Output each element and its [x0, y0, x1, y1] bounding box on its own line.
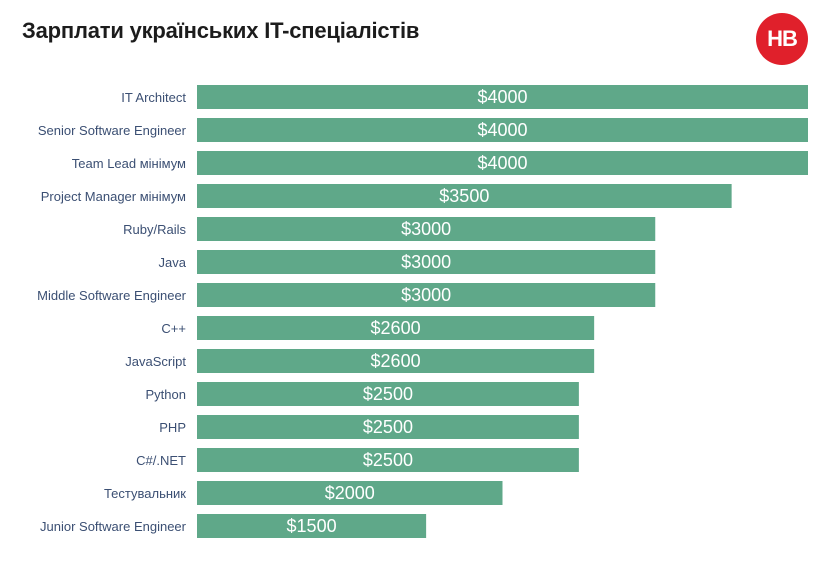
- value-label: $3500: [439, 186, 489, 206]
- value-label: $2000: [325, 483, 375, 503]
- category-label: JavaScript: [125, 354, 186, 369]
- bar: [197, 382, 579, 406]
- value-label: $2500: [363, 417, 413, 437]
- value-label: $1500: [287, 516, 337, 536]
- bar: [197, 448, 579, 472]
- page-title: Зарплати українських IT-спеціалістів: [22, 18, 420, 43]
- bar: [197, 184, 732, 208]
- value-label: $4000: [477, 120, 527, 140]
- category-label: IT Architect: [121, 90, 186, 105]
- value-label: $2600: [371, 351, 421, 371]
- category-label: Java: [159, 255, 187, 270]
- bar: [197, 481, 503, 505]
- value-label: $4000: [477, 87, 527, 107]
- nv-logo: НВ: [756, 13, 808, 65]
- value-label: $2500: [363, 384, 413, 404]
- category-label: Project Manager мінімум: [41, 189, 186, 204]
- category-label: Junior Software Engineer: [40, 519, 187, 534]
- bar: [197, 151, 808, 175]
- value-label: $2600: [371, 318, 421, 338]
- category-label: Senior Software Engineer: [38, 123, 187, 138]
- bar: [197, 85, 808, 109]
- category-label: Middle Software Engineer: [37, 288, 187, 303]
- value-label: $3000: [401, 285, 451, 305]
- bar: [197, 118, 808, 142]
- category-label: C#/.NET: [136, 453, 186, 468]
- bar: [197, 283, 656, 307]
- bar: [197, 316, 595, 340]
- bar: [197, 250, 656, 274]
- value-label: $2500: [363, 450, 413, 470]
- category-label: Тестувальник: [104, 486, 186, 501]
- bar: [197, 349, 595, 373]
- bar: [197, 415, 579, 439]
- bar: [197, 514, 427, 538]
- value-label: $3000: [401, 219, 451, 239]
- category-label: C++: [161, 321, 186, 336]
- value-label: $4000: [477, 153, 527, 173]
- bar: [197, 217, 656, 241]
- category-label: PHP: [159, 420, 186, 435]
- value-label: $3000: [401, 252, 451, 272]
- category-label: Python: [146, 387, 186, 402]
- category-label: Ruby/Rails: [123, 222, 186, 237]
- category-label: Team Lead мінімум: [72, 156, 186, 171]
